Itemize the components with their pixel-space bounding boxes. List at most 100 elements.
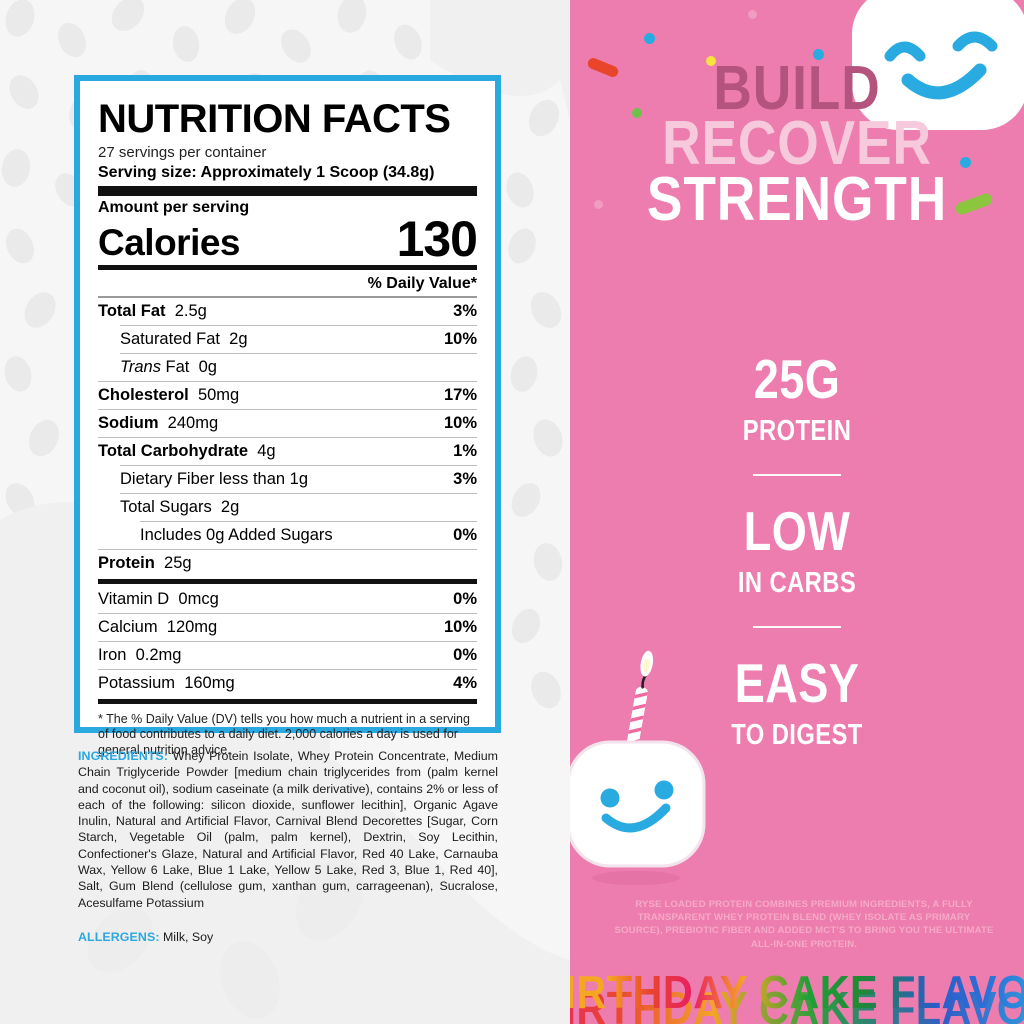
nutrient-dv: 17% [443,385,477,404]
nutrient-amount: 0mcg [178,589,219,608]
row-divider [120,324,477,326]
confetti-dot-cyan [644,33,655,44]
divider-dv [98,296,477,298]
nutrient-name: Total Fat [98,301,166,320]
confetti-dot-pink [748,10,757,19]
row-divider [120,352,477,354]
servings-per-container: 27 servings per container [98,144,267,161]
nutrient-name: Iron [98,645,127,664]
feature-label: IN CARBS [737,567,857,599]
feature-divider [753,474,841,476]
nutrient-name: Total Sugars [120,497,212,516]
nutrient-dv: 3% [453,469,477,488]
headline-build: BUILD [713,54,881,123]
nutrient-dv: 10% [443,617,477,636]
ingredients-text: Whey Protein Isolate, Whey Protein Conce… [78,749,498,910]
table-row: Sodium 240mg 10% [98,410,477,437]
marshmallow-mascot-candle [570,650,706,885]
allergens-text: Milk, Soy [159,929,214,944]
confetti-dot-cyan [960,157,971,168]
table-row: Saturated Fat 2g 10% [98,326,477,353]
nutrient-name: Vitamin D [98,589,170,608]
feature-label: TO DIGEST [731,719,863,751]
nutrient-name: Cholesterol [98,385,189,404]
calories-value: 130 [396,211,478,267]
row-divider [98,436,477,438]
nutrient-amount: 2g [220,497,240,516]
nutrient-amount: 2g [229,329,248,348]
daily-value-footnote: * The % Daily Value (DV) tells you how m… [98,711,470,757]
row-divider [98,640,477,642]
table-row: Calcium 120mg 10% [98,614,477,641]
row-divider [98,668,477,670]
nutrient-name: Fat [165,357,190,376]
row-divider [98,612,477,614]
promo-panel: BUILD RECOVER STRENGTH 25G PROTEIN LOW I… [570,0,1024,1024]
nutrient-name: Dietary Fiber less than 1g [120,469,309,488]
feature-item-digest: EASY TO DIGEST [570,656,1024,750]
nutrient-dv: 10% [443,413,477,432]
calories-label: Calories [98,222,241,263]
amount-per-serving-label: Amount per serving [98,199,250,216]
nutrient-dv: 1% [453,441,477,460]
divider-thick-top [98,186,477,196]
nutrient-amount: 160mg [184,673,235,692]
row-divider [140,520,477,522]
table-row: Vitamin D 0mcg 0% [98,586,477,613]
row-divider [98,408,477,410]
table-row: Trans Fat 0g [98,354,477,381]
nutrient-amount: 240mg [167,413,219,432]
table-row: Dietary Fiber less than 1g 3% [98,466,477,493]
row-divider [98,380,477,382]
nutrient-amount: 2.5g [174,301,207,320]
nutrient-amount: 25g [164,553,192,572]
nutrient-name: Calcium [98,617,158,636]
nutrient-name: Total Carbohydrate [98,441,249,460]
confetti-dot-pink [594,200,603,209]
nutrient-name: Sodium [98,413,159,432]
daily-value-header: % Daily Value* [367,275,477,292]
nutrition-facts-title: NUTRITION FACTS [98,97,451,141]
allergens-line: ALLERGENS: Milk, Soy [78,929,498,945]
marshmallow-mascot-top [852,0,1024,130]
nutrient-amount: 50mg [197,385,240,404]
headline-strength: STRENGTH [646,164,948,234]
nutrient-name: Potassium [98,673,176,692]
feature-list: 25G PROTEIN LOW IN CARBS EASY TO DIGEST [570,352,1024,750]
ingredients-block: INGREDIENTS: Whey Protein Isolate, Whey … [78,748,498,945]
nutrient-amount: 0.2mg [135,645,182,664]
nutrient-dv: 0% [453,525,477,544]
table-row: Total Carbohydrate 4g 1% [98,438,477,465]
headline-stack: BUILD RECOVER STRENGTH [570,54,1024,234]
calories-row: Calories 130 [98,211,478,267]
nutrient-dv: 3% [453,301,477,320]
nutrient-dv: 10% [443,329,477,348]
nutrient-amount: 0g [198,357,217,376]
nutrient-name-trans: Trans [120,357,161,376]
headline-recover: RECOVER [662,109,932,179]
table-row: Cholesterol 50mg 17% [98,382,477,409]
flavor-name-wrap: BIRTHDAY CAKE FLAVOR BIRTHDAY CAKE FLAVO… [570,966,1024,1024]
nutrient-dv: 4% [453,673,477,692]
nutrient-dv: 0% [453,589,477,608]
confetti-dot-yellow [706,56,716,66]
divider-medium-calories [98,265,477,270]
feature-value: 25G [753,348,841,410]
nutrient-name: Protein [98,553,155,572]
feature-value: LOW [743,500,851,562]
row-divider [120,492,477,494]
divider-medium-micro-top [98,578,477,584]
flavor-name: BIRTHDAY CAKE FLAVOR [570,966,1024,1018]
nutrient-dv: 0% [453,645,477,664]
table-row: Protein 25g [98,550,477,577]
feature-divider [753,626,841,628]
ingredients-paragraph: INGREDIENTS: Whey Protein Isolate, Whey … [78,748,498,911]
product-disclaimer: RYSE LOADED PROTEIN COMBINES PREMIUM ING… [614,899,994,950]
table-row: Total Sugars 2g [98,494,477,521]
table-row: Iron 0.2mg 0% [98,642,477,669]
feature-label: PROTEIN [742,415,852,447]
feature-item-protein: 25G PROTEIN [570,352,1024,446]
row-divider [98,548,477,550]
confetti-dot-green [632,108,642,118]
